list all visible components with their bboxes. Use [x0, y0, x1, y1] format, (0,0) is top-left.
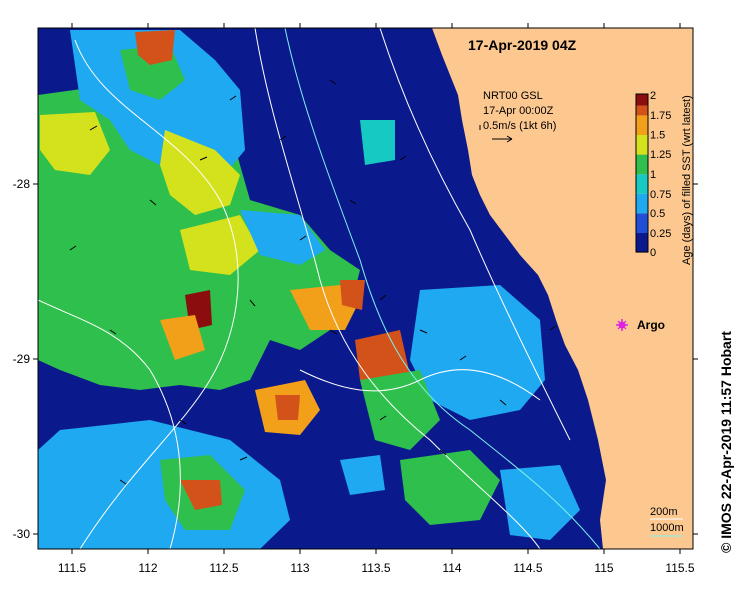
- colorbar-swatch: [636, 193, 648, 214]
- colorbar-tick-label: 2: [650, 90, 656, 102]
- current-info: NRT00 GSL 17-Apr 00:00Z 0.5m/s (1kt 6h): [479, 90, 556, 143]
- x-tick-label: 115: [594, 561, 613, 575]
- map-title: 17-Apr-2019 04Z: [468, 37, 577, 53]
- x-tick-label: 112: [138, 561, 157, 575]
- colorbar-tick-label: 1: [650, 169, 656, 181]
- colorbar-swatch: [636, 154, 648, 175]
- isobath-legend: 200m 1000m: [650, 506, 684, 537]
- y-axis: -28 -29 -30: [13, 177, 698, 541]
- colorbar-swatch: [636, 233, 648, 253]
- colorbar-swatch: [636, 105, 648, 116]
- colorbar-tick-label: 0.75: [650, 189, 671, 201]
- colorbar-tick-label: 1.25: [650, 149, 671, 161]
- colorbar-tick-label: 1.75: [650, 110, 671, 122]
- colorbar-tick-label: 1.5: [650, 130, 665, 142]
- argo-label: Argo: [637, 318, 665, 332]
- colorbar-swatch: [636, 94, 648, 106]
- map-plot-area: [38, 28, 693, 549]
- isobath-1000-label: 1000m: [650, 522, 684, 534]
- y-tick-label: -30: [13, 527, 31, 541]
- colorbar-tick-label: 0: [650, 247, 656, 259]
- colorbar-swatch: [636, 174, 648, 194]
- copyright-notice: © IMOS 22-Apr-2019 11:57 Hobart: [718, 331, 734, 553]
- isobath-200-label: 200m: [650, 506, 678, 518]
- x-tick-label: 114.5: [513, 561, 542, 575]
- colorbar-tick-label: 0.25: [650, 228, 671, 240]
- map-frame: [37, 27, 694, 550]
- colorbar-swatch: [636, 135, 648, 155]
- x-axis: 111.5 112 112.5 113 113.5 114 114.5 115 …: [58, 23, 695, 575]
- isobaths: [38, 28, 601, 549]
- colorbar-tick-label: 0.5: [650, 208, 665, 220]
- argo-float-marker: [616, 319, 628, 331]
- y-tick-label: -28: [13, 177, 31, 191]
- x-tick-label: 114: [442, 561, 461, 575]
- current-scale-label: 0.5m/s (1kt 6h): [483, 120, 556, 132]
- colorbar-swatch: [636, 115, 648, 135]
- x-tick-label: 112.5: [209, 561, 238, 575]
- x-tick-label: 111.5: [58, 561, 87, 575]
- colorbar-title: Age (days) of filled SST (wrt latest): [681, 95, 693, 265]
- x-tick-label: 115.5: [665, 561, 694, 575]
- colorbar: 0 0.25 0.5 0.75 1 1.25 1.5 1.75 2 Age (d…: [635, 90, 693, 265]
- current-source-label: NRT00 GSL: [483, 90, 543, 102]
- scale-arrow-icon: [492, 135, 513, 143]
- current-time-label: 17-Apr 00:00Z: [483, 105, 554, 117]
- colorbar-swatch: [636, 213, 648, 233]
- y-tick-label: -29: [13, 352, 31, 366]
- x-tick-label: 113.5: [361, 561, 390, 575]
- land-mass: [432, 28, 693, 549]
- x-tick-label: 113: [290, 561, 309, 575]
